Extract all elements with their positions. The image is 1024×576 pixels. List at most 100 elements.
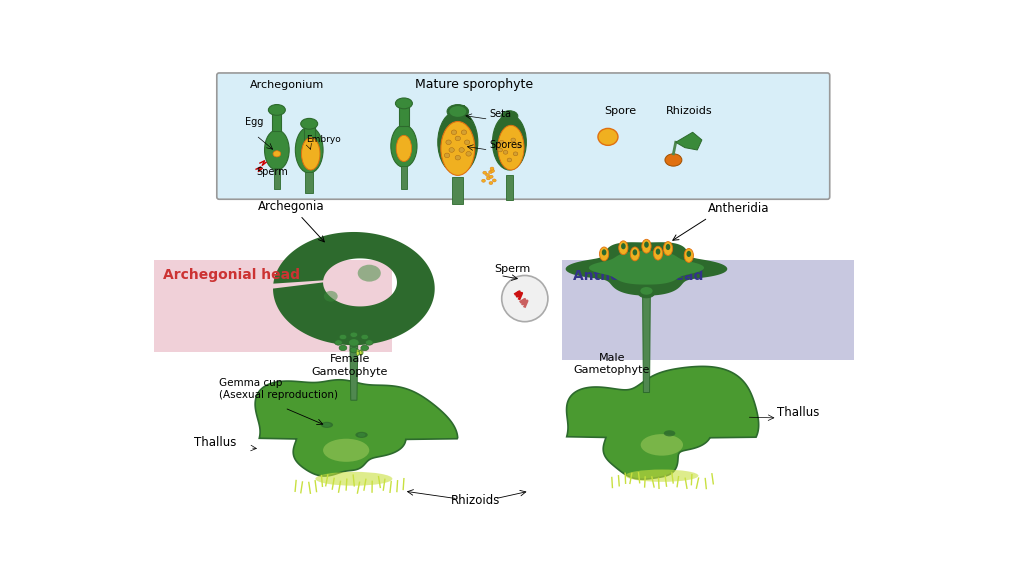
Text: Sperm: Sperm: [256, 168, 288, 177]
Ellipse shape: [641, 434, 683, 456]
Text: Thallus: Thallus: [194, 437, 237, 449]
Ellipse shape: [664, 241, 673, 256]
Ellipse shape: [492, 181, 496, 184]
Ellipse shape: [396, 135, 412, 161]
Ellipse shape: [638, 287, 655, 298]
Ellipse shape: [493, 115, 526, 170]
Text: Archegonia: Archegonia: [258, 200, 325, 213]
Ellipse shape: [357, 265, 381, 282]
Ellipse shape: [492, 171, 496, 175]
Ellipse shape: [447, 104, 469, 119]
Ellipse shape: [602, 249, 606, 256]
Polygon shape: [255, 380, 458, 476]
Text: Seta: Seta: [489, 109, 511, 119]
Ellipse shape: [516, 144, 521, 148]
Ellipse shape: [350, 332, 357, 338]
Ellipse shape: [599, 247, 608, 261]
Ellipse shape: [633, 249, 637, 256]
Text: Sperm: Sperm: [494, 264, 530, 274]
FancyBboxPatch shape: [399, 103, 409, 127]
Ellipse shape: [295, 127, 323, 173]
Ellipse shape: [500, 141, 504, 144]
Ellipse shape: [359, 350, 362, 354]
Text: Rhizoids: Rhizoids: [451, 494, 500, 507]
FancyBboxPatch shape: [272, 110, 282, 131]
Ellipse shape: [323, 439, 370, 462]
Ellipse shape: [664, 430, 676, 437]
FancyBboxPatch shape: [505, 112, 514, 122]
Text: Antheridial head: Antheridial head: [573, 269, 703, 283]
Polygon shape: [676, 132, 701, 150]
Ellipse shape: [684, 248, 693, 263]
FancyBboxPatch shape: [452, 105, 464, 118]
Circle shape: [502, 275, 548, 321]
Ellipse shape: [452, 130, 457, 135]
FancyBboxPatch shape: [274, 168, 280, 190]
Ellipse shape: [360, 345, 369, 351]
Ellipse shape: [359, 351, 362, 355]
Ellipse shape: [356, 350, 359, 354]
Ellipse shape: [339, 345, 347, 351]
Ellipse shape: [323, 423, 331, 427]
Ellipse shape: [357, 433, 366, 437]
Ellipse shape: [455, 136, 461, 141]
Ellipse shape: [486, 177, 489, 180]
Ellipse shape: [366, 340, 373, 345]
Text: Archegonial head: Archegonial head: [163, 268, 300, 282]
Ellipse shape: [618, 241, 628, 255]
FancyBboxPatch shape: [304, 124, 314, 147]
Ellipse shape: [642, 239, 651, 253]
Text: Gemma cup
(Asexual reproduction): Gemma cup (Asexual reproduction): [219, 378, 338, 400]
Ellipse shape: [445, 140, 452, 145]
Polygon shape: [643, 293, 650, 392]
Ellipse shape: [626, 469, 698, 482]
Ellipse shape: [459, 147, 464, 152]
Ellipse shape: [335, 340, 342, 345]
Ellipse shape: [631, 247, 640, 261]
Ellipse shape: [441, 122, 475, 175]
Ellipse shape: [450, 106, 466, 117]
FancyBboxPatch shape: [562, 260, 854, 360]
Text: Female
Gametophyte: Female Gametophyte: [312, 354, 388, 377]
Ellipse shape: [324, 291, 338, 302]
Ellipse shape: [507, 158, 512, 162]
Ellipse shape: [598, 128, 617, 145]
FancyBboxPatch shape: [401, 166, 407, 189]
Text: Male
Gametophyte: Male Gametophyte: [573, 353, 650, 376]
Ellipse shape: [640, 287, 652, 295]
Ellipse shape: [355, 432, 368, 438]
FancyBboxPatch shape: [217, 73, 829, 199]
Ellipse shape: [495, 169, 499, 172]
Ellipse shape: [666, 244, 671, 250]
Ellipse shape: [492, 174, 496, 177]
Ellipse shape: [464, 140, 470, 145]
Ellipse shape: [449, 147, 455, 152]
Ellipse shape: [493, 179, 497, 182]
Ellipse shape: [273, 151, 281, 157]
Ellipse shape: [360, 334, 369, 340]
Text: Egg: Egg: [245, 118, 263, 127]
Ellipse shape: [438, 111, 478, 174]
FancyBboxPatch shape: [305, 172, 313, 193]
Ellipse shape: [653, 246, 663, 260]
Ellipse shape: [487, 179, 492, 181]
Ellipse shape: [644, 241, 649, 248]
Ellipse shape: [511, 138, 515, 142]
Ellipse shape: [503, 150, 508, 154]
Text: Archegonium: Archegonium: [250, 81, 325, 90]
Ellipse shape: [268, 104, 286, 115]
Ellipse shape: [486, 175, 490, 178]
Ellipse shape: [498, 126, 524, 170]
Ellipse shape: [315, 472, 392, 486]
Ellipse shape: [461, 130, 467, 135]
Polygon shape: [273, 232, 435, 345]
Ellipse shape: [485, 168, 489, 170]
Ellipse shape: [264, 130, 289, 170]
Ellipse shape: [513, 152, 518, 156]
Text: Thallus: Thallus: [777, 406, 820, 419]
Ellipse shape: [501, 111, 518, 122]
Ellipse shape: [489, 172, 494, 175]
Ellipse shape: [339, 334, 347, 340]
Text: Mature sporophyte: Mature sporophyte: [416, 78, 534, 92]
Ellipse shape: [498, 148, 503, 152]
